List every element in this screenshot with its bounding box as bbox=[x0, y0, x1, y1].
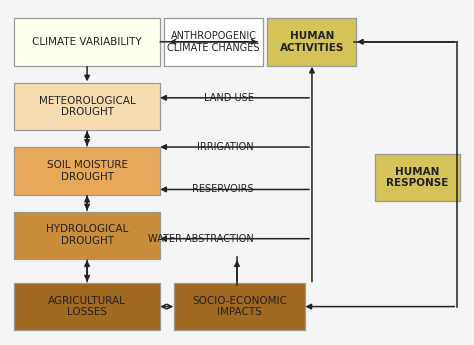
FancyBboxPatch shape bbox=[15, 211, 160, 259]
FancyBboxPatch shape bbox=[375, 154, 459, 201]
Text: HUMAN
ACTIVITIES: HUMAN ACTIVITIES bbox=[280, 31, 344, 53]
FancyBboxPatch shape bbox=[164, 18, 263, 66]
Text: WATER ABSTRACTION: WATER ABSTRACTION bbox=[147, 234, 254, 244]
Text: RESERVOIRS: RESERVOIRS bbox=[192, 185, 254, 195]
Text: AGRICULTURAL
LOSSES: AGRICULTURAL LOSSES bbox=[48, 296, 126, 317]
FancyBboxPatch shape bbox=[15, 18, 160, 66]
Text: ANTHROPOGENIC
CLIMATE CHANGES: ANTHROPOGENIC CLIMATE CHANGES bbox=[167, 31, 260, 53]
Text: LAND USE: LAND USE bbox=[203, 93, 254, 103]
Text: IRRIGATION: IRRIGATION bbox=[197, 142, 254, 152]
Text: METEOROLOGICAL
DROUGHT: METEOROLOGICAL DROUGHT bbox=[39, 96, 136, 117]
FancyBboxPatch shape bbox=[174, 283, 305, 331]
FancyBboxPatch shape bbox=[15, 283, 160, 331]
FancyBboxPatch shape bbox=[15, 82, 160, 130]
Text: CLIMATE VARIABILITY: CLIMATE VARIABILITY bbox=[32, 37, 142, 47]
Text: HUMAN
RESPONSE: HUMAN RESPONSE bbox=[386, 167, 448, 188]
Text: SOCIO-ECONOMIC
IMPACTS: SOCIO-ECONOMIC IMPACTS bbox=[192, 296, 287, 317]
Text: HYDROLOGICAL
DROUGHT: HYDROLOGICAL DROUGHT bbox=[46, 225, 128, 246]
Text: SOIL MOISTURE
DROUGHT: SOIL MOISTURE DROUGHT bbox=[46, 160, 128, 181]
FancyBboxPatch shape bbox=[267, 18, 356, 66]
FancyBboxPatch shape bbox=[15, 147, 160, 195]
